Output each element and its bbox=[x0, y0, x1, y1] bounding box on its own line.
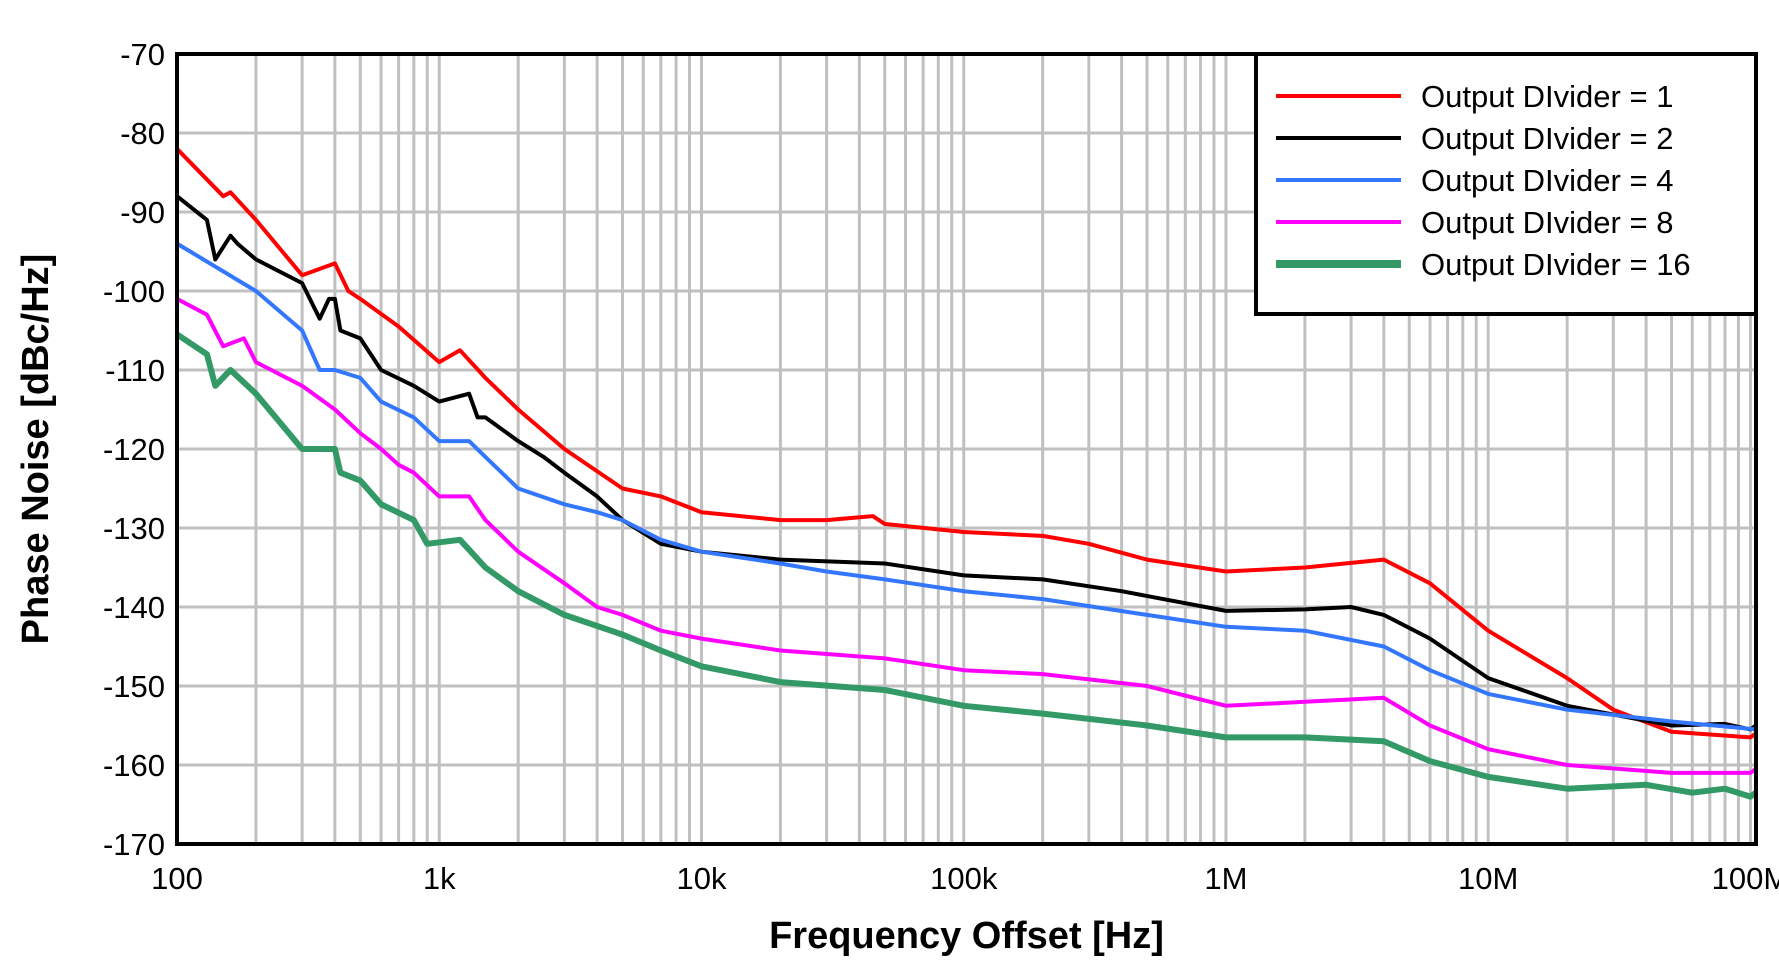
x-tick-label: 100M bbox=[1712, 861, 1779, 896]
series-line-3 bbox=[175, 241, 1757, 732]
y-axis-title: Phase Noise [dBc/Hz] bbox=[15, 254, 57, 645]
grid bbox=[177, 52, 1756, 846]
x-tick-label: 100 bbox=[151, 861, 203, 896]
series-line-4 bbox=[176, 297, 1758, 775]
series-line-1 bbox=[175, 147, 1758, 740]
y-tick-label: -160 bbox=[103, 748, 165, 783]
legend: Output DIvider = 1 Output DIvider = 2 Outp… bbox=[1254, 52, 1758, 316]
legend-label-1: Output DIvider = 1 bbox=[1421, 79, 1673, 114]
legend-label-2: Output DIvider = 2 bbox=[1421, 121, 1673, 156]
legend-label-4: Output DIvider = 8 bbox=[1421, 205, 1673, 240]
y-tick-label: -70 bbox=[120, 37, 165, 72]
y-tick-label: -90 bbox=[120, 195, 165, 230]
y-tick-label: -140 bbox=[103, 590, 165, 625]
y-tick-label: -170 bbox=[103, 827, 165, 862]
y-tick-label: -130 bbox=[103, 511, 165, 546]
x-tick-label: 1k bbox=[423, 861, 456, 896]
y-tick-label: -110 bbox=[105, 353, 165, 388]
x-axis-title: Frequency Offset [Hz] bbox=[769, 915, 1164, 957]
x-tick-label: 1M bbox=[1204, 861, 1247, 896]
y-tick-label: -80 bbox=[120, 116, 165, 151]
x-tick-label: 100k bbox=[930, 861, 998, 896]
legend-label-3: Output DIvider = 4 bbox=[1421, 163, 1673, 198]
series-line-2 bbox=[175, 194, 1758, 732]
plot-frame bbox=[175, 52, 1758, 846]
legend-label-5: Output DIvider = 16 bbox=[1421, 247, 1691, 282]
y-tick-labels: -70 -80 -90 -100 -110 -120 -130 -140 -150 -160 -17… bbox=[103, 37, 165, 862]
x-tick-labels: 100 1k 10k 100k 1M 10M 100M bbox=[151, 861, 1779, 896]
x-tick-label: 10M bbox=[1458, 861, 1518, 896]
y-tick-label: -150 bbox=[103, 669, 165, 704]
x-tick-label: 10k bbox=[676, 861, 726, 896]
y-tick-label: -100 bbox=[103, 274, 165, 309]
series-line-5 bbox=[175, 331, 1758, 800]
y-tick-label: -120 bbox=[103, 432, 165, 467]
series-lines bbox=[175, 147, 1758, 800]
